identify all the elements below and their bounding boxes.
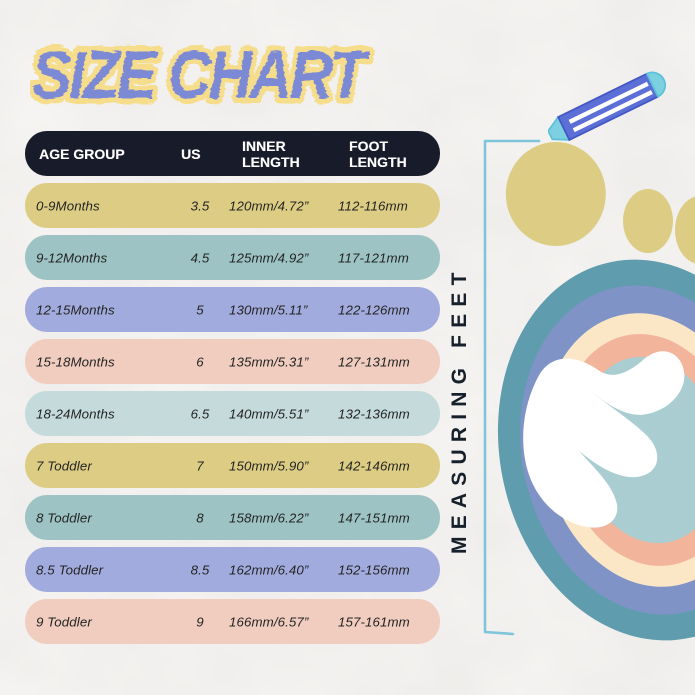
svg-text:SIZE CHART: SIZE CHART	[32, 36, 371, 112]
